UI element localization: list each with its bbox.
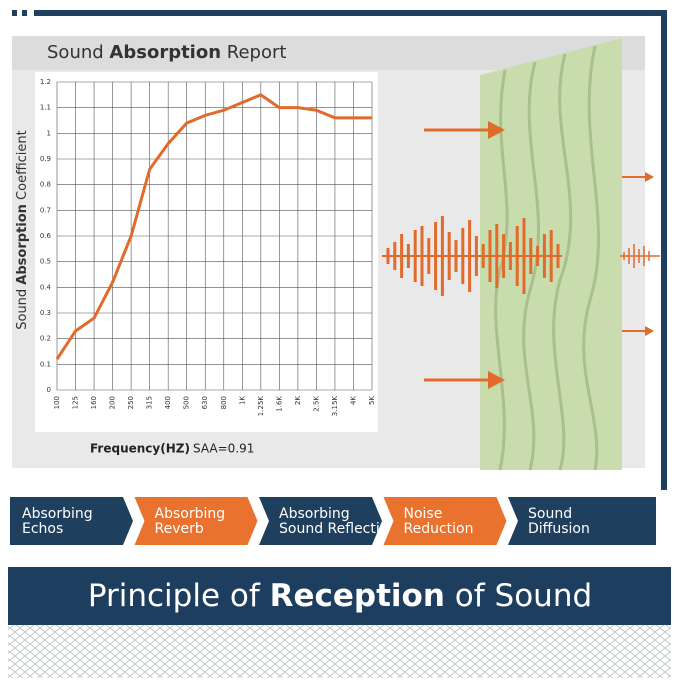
step-label: Reverb (155, 521, 204, 537)
step-label: Echos (22, 521, 63, 537)
step-shape (508, 497, 656, 545)
step-label: Sound Reflection (279, 521, 397, 537)
banner-bg (8, 567, 671, 625)
banner-title: Principle of Reception of Sound (88, 578, 592, 614)
x-tick-label: 3.15K (331, 396, 339, 417)
step-label: Absorbing (22, 506, 93, 522)
plot-bg (35, 72, 378, 432)
frame (34, 10, 667, 490)
frame-dot (22, 10, 27, 16)
x-tick-label: 100 (53, 396, 61, 409)
x-tick-label: 200 (109, 396, 117, 409)
y-tick-label: 1 (47, 129, 51, 137)
step-label: Sound (528, 506, 572, 522)
x-tick-label: 5K (368, 396, 376, 405)
step-label: Absorbing (279, 506, 350, 522)
pattern (8, 625, 671, 678)
y-tick-label: 0.7 (40, 206, 51, 214)
y-tick-label: 0 (47, 386, 51, 394)
x-tick-label: 1.6K (275, 396, 283, 412)
y-tick-label: 0.5 (40, 258, 51, 266)
y-tick-label: 0.1 (40, 360, 51, 368)
panel-grooves (494, 45, 600, 471)
step-label: Reduction (404, 521, 474, 537)
y-tick-label: 0.4 (40, 283, 52, 291)
data-line (55, 93, 372, 361)
y-tick-label: 0.8 (40, 181, 51, 189)
y-tick-label: 0.9 (40, 155, 51, 163)
frame-dot (12, 10, 17, 16)
x-tick-label: 2K (294, 396, 302, 405)
annotation: SAA=0.91 (193, 442, 254, 456)
x-tick-label: 800 (220, 396, 228, 409)
step-label: Noise (404, 506, 443, 522)
y-tick-label: 1.2 (40, 78, 51, 86)
x-tick-label: 1.25K (257, 396, 265, 417)
chart-title: Sound Absorption Report (47, 42, 286, 63)
x-tick-label: 250 (127, 396, 135, 409)
step-shape (134, 497, 258, 545)
step-label: Diffusion (528, 521, 590, 537)
step-label: Absorbing (155, 506, 226, 522)
x-tick-label: 500 (183, 396, 191, 409)
step-shape (10, 497, 133, 545)
x-tick-label: 125 (72, 396, 80, 409)
x-tick-label: 2.5K (312, 396, 320, 412)
y-tick-label: 0.3 (40, 309, 51, 317)
step-shape (259, 497, 382, 545)
sound-wave (382, 216, 660, 296)
x-tick-label: 4K (349, 396, 357, 405)
x-axis-label: Frequency(HZ) (90, 442, 190, 456)
x-tick-label: 630 (201, 396, 209, 409)
x-tick-label: 1K (238, 396, 246, 405)
y-tick-label: 0.6 (40, 232, 52, 240)
y-axis-label: Sound Absorption Coefficient (15, 130, 30, 330)
step-shape (383, 497, 507, 545)
sound-arrows (424, 121, 654, 389)
x-tick-label: 160 (90, 396, 98, 409)
x-tick-label: 315 (146, 396, 154, 409)
y-tick-label: 1.1 (40, 104, 51, 112)
x-tick-label: 400 (164, 396, 172, 409)
y-tick-label: 0.2 (40, 335, 51, 343)
